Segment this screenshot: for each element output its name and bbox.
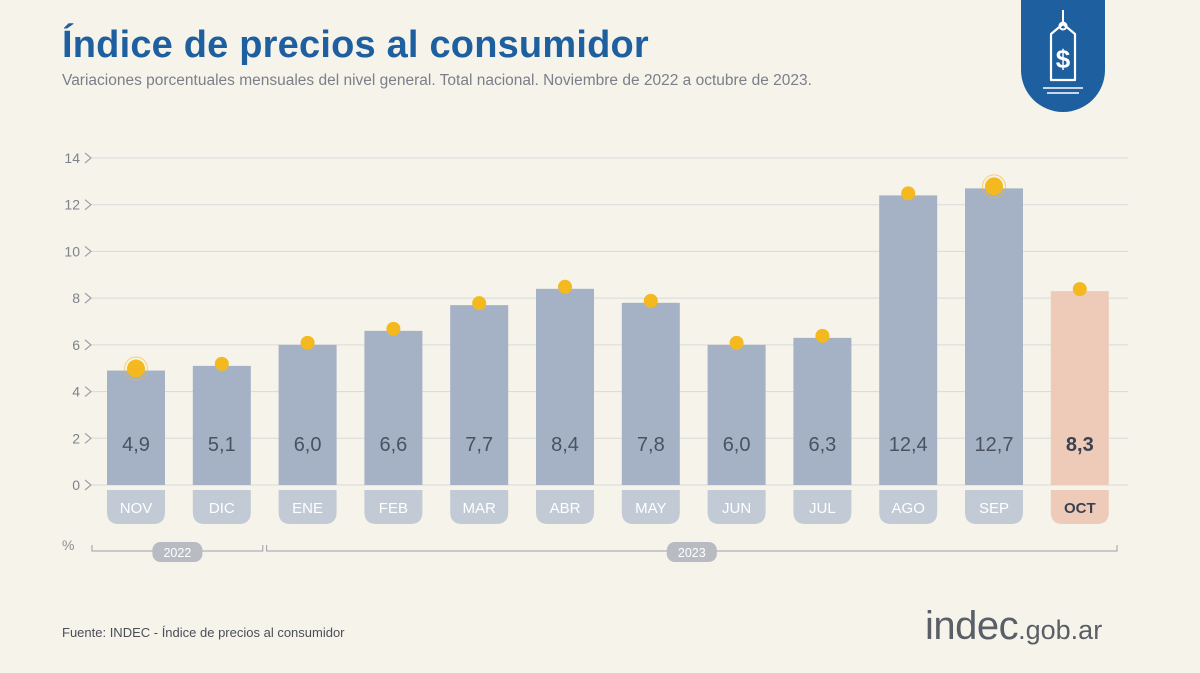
category-pill xyxy=(621,490,680,524)
bar xyxy=(879,195,938,485)
y-tick-label: 6 xyxy=(72,337,80,353)
bar xyxy=(1050,291,1109,485)
year-label: 2022 xyxy=(163,546,191,560)
bar-value-label: 6,6 xyxy=(379,434,407,456)
bar xyxy=(621,302,680,485)
y-tick-label: 8 xyxy=(72,290,80,306)
bar xyxy=(278,344,337,485)
category-label: MAY xyxy=(635,500,666,517)
y-tick-label: 2 xyxy=(72,430,80,446)
data-point xyxy=(729,335,744,350)
bar-value-label: 12,4 xyxy=(889,434,928,456)
category-pill xyxy=(364,490,423,524)
y-tick-marker xyxy=(84,245,92,257)
category-label: SEP xyxy=(979,500,1009,517)
data-point-halo xyxy=(124,356,148,381)
y-tick-marker xyxy=(84,479,92,491)
category-label: JUN xyxy=(722,500,751,517)
year-pill xyxy=(666,542,717,562)
year-label: 2023 xyxy=(678,546,706,560)
data-point xyxy=(643,293,658,308)
bar xyxy=(965,188,1023,485)
category-pill xyxy=(192,490,251,524)
y-tick-marker xyxy=(84,386,92,398)
category-pill xyxy=(793,490,852,524)
category-label: ENE xyxy=(292,500,323,517)
data-point xyxy=(127,359,145,378)
brand-suffix: .gob.ar xyxy=(1018,615,1103,645)
category-pill xyxy=(278,490,337,524)
category-label: ABR xyxy=(550,500,581,517)
year-pill xyxy=(152,542,203,562)
y-tick-marker xyxy=(84,199,92,211)
category-pill xyxy=(107,490,165,524)
y-tick-label: 10 xyxy=(64,243,80,259)
bar-value-label: 6,0 xyxy=(294,434,322,456)
price-badge: $ xyxy=(1021,0,1105,112)
bar xyxy=(364,330,423,485)
chart-subtitle: Variaciones porcentuales mensuales del n… xyxy=(62,72,812,89)
category-pill xyxy=(536,490,594,524)
y-tick-label: 14 xyxy=(64,150,80,166)
data-point-halo xyxy=(982,174,1006,199)
bar-value-label: 7,8 xyxy=(637,434,665,456)
bar xyxy=(707,344,766,485)
bar-value-label: 8,3 xyxy=(1066,434,1094,456)
bar-value-label: 5,1 xyxy=(208,434,236,456)
category-label: AGO xyxy=(892,500,925,517)
y-tick-label: 12 xyxy=(64,197,80,213)
data-point xyxy=(1072,282,1087,297)
bar xyxy=(450,305,509,485)
bar xyxy=(107,370,165,485)
bar-value-label: 4,9 xyxy=(122,434,150,456)
data-point xyxy=(386,321,401,336)
y-tick-marker xyxy=(84,292,92,304)
bar xyxy=(192,365,251,485)
bar-value-label: 6,0 xyxy=(723,434,751,456)
category-label: JUL xyxy=(809,500,836,517)
category-label: OCT xyxy=(1064,500,1096,517)
category-pill xyxy=(450,490,509,524)
bar-value-label: 12,7 xyxy=(975,434,1014,456)
bar-value-label: 8,4 xyxy=(551,434,579,456)
category-label: NOV xyxy=(120,500,153,517)
category-pill xyxy=(879,490,938,524)
price-tag-icon: $ xyxy=(1043,10,1083,94)
bar-value-label: 6,3 xyxy=(808,434,836,456)
data-point xyxy=(815,328,830,343)
bar xyxy=(793,337,852,485)
y-tick-label: 4 xyxy=(72,384,80,400)
bar-value-label: 7,7 xyxy=(465,434,493,456)
source-note: Fuente: INDEC - Índice de precios al con… xyxy=(62,625,345,640)
data-point xyxy=(985,177,1003,196)
category-pill xyxy=(1050,490,1109,524)
chart-title: Índice de precios al consumidor xyxy=(62,24,649,66)
category-pill xyxy=(707,490,766,524)
category-label: MAR xyxy=(463,500,497,517)
y-tick-marker xyxy=(84,432,92,444)
category-pill xyxy=(965,490,1023,524)
data-point xyxy=(472,296,487,311)
data-point xyxy=(901,186,916,201)
data-point xyxy=(214,356,229,371)
svg-text:$: $ xyxy=(1056,44,1071,74)
y-tick-label: 0 xyxy=(72,477,80,493)
y-tick-marker xyxy=(84,339,92,351)
bar xyxy=(536,288,594,485)
y-tick-marker xyxy=(84,152,92,164)
category-label: DIC xyxy=(209,500,235,517)
data-point xyxy=(300,335,315,350)
data-point xyxy=(558,279,572,294)
brand-main: indec xyxy=(925,604,1019,648)
category-label: FEB xyxy=(379,500,408,517)
y-axis-unit: % xyxy=(62,537,74,553)
indec-logo: indec.gob.ar xyxy=(925,604,1102,649)
